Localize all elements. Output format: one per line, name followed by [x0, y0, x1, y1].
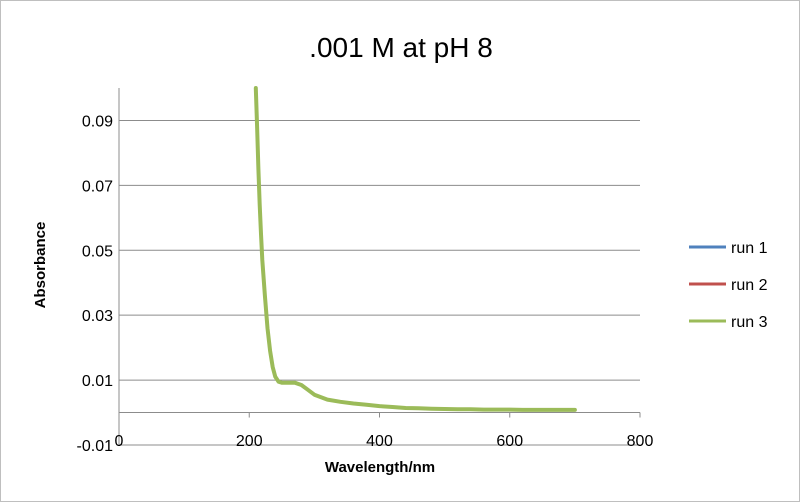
- x-tick-label: 200: [236, 433, 263, 450]
- gridlines: [118, 88, 641, 446]
- legend-label: run 1: [731, 240, 768, 257]
- y-tick-label: 0.07: [82, 178, 113, 195]
- series-line-run-2: [254, 86, 577, 412]
- y-tick-label: 0.01: [82, 373, 113, 390]
- x-tick-label: 800: [627, 433, 654, 450]
- chart-title: .001 M at pH 8: [309, 32, 493, 63]
- x-axis-label: Wavelength/nm: [325, 459, 435, 476]
- series-line-run-3: [253, 86, 577, 412]
- legend-label: run 3: [731, 314, 768, 331]
- tick-labels: -0.01 0.01 0.03 0.05 0.07 0.09 0 200 400 600 800: [77, 113, 654, 455]
- y-axis-label: Absorbance: [32, 222, 49, 309]
- y-tick-label: 0.03: [82, 308, 113, 325]
- y-tick-label: -0.01: [77, 438, 114, 455]
- series-lines: [253, 86, 577, 412]
- legend: run 1 run 2 run 3: [689, 240, 768, 331]
- legend-label: run 2: [731, 277, 768, 294]
- x-tick-label: 600: [496, 433, 523, 450]
- y-tick-label: 0.05: [82, 243, 113, 260]
- series-line-run-1: [254, 86, 577, 412]
- x-tick-label: 0: [115, 433, 124, 450]
- y-tick-label: 0.09: [82, 113, 113, 130]
- x-tick-label: 400: [366, 433, 393, 450]
